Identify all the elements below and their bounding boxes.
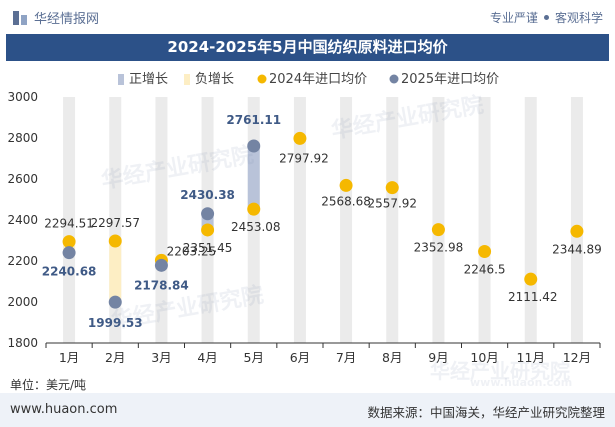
data-label-2024: 2453.08	[231, 220, 281, 234]
legend-label: 2025年进口均价	[401, 72, 499, 87]
data-label-2024: 2246.5	[464, 262, 506, 276]
y-tick-label: 2800	[7, 131, 38, 145]
change-bar	[109, 240, 122, 303]
data-label-2024: 2294.51	[44, 217, 94, 231]
y-tick-label: 2400	[7, 213, 38, 227]
column-band	[340, 97, 353, 343]
x-tick-label: 1月	[59, 350, 79, 365]
column-band	[386, 97, 399, 343]
data-label-2024: 2352.98	[414, 241, 464, 255]
column-band	[478, 97, 491, 343]
site-url: www.huaon.com	[10, 402, 118, 417]
x-tick-label: 8月	[382, 350, 402, 365]
legend-swatch-negative	[184, 74, 190, 85]
data-label-2024: 2797.92	[279, 151, 329, 165]
data-label-2024: 2344.89	[552, 242, 602, 256]
data-label-2024: 2351.45	[183, 241, 233, 255]
tagline: 专业严谨 客观科学	[490, 9, 603, 26]
data-label-2024: 2111.42	[508, 290, 558, 304]
point-2025	[247, 139, 261, 153]
x-tick-label: 5月	[244, 350, 264, 365]
watermark-url: www.huaon.com	[470, 376, 573, 389]
point-2024	[293, 131, 307, 145]
data-label-2025: 2178.84	[134, 278, 189, 292]
legend-label: 2024年进口均价	[269, 72, 367, 87]
tagline-right: 客观科学	[554, 11, 603, 25]
point-2024	[431, 223, 445, 237]
x-tick-label: 3月	[151, 350, 171, 365]
legend-swatch-2025	[389, 74, 399, 84]
column-band	[524, 97, 537, 343]
data-label-2024: 2568.68	[321, 194, 371, 208]
data-label-2025: 2240.68	[42, 265, 97, 279]
legend-swatch-positive	[118, 74, 124, 85]
legend-label: 正增长	[129, 72, 168, 87]
point-2025	[108, 295, 122, 309]
x-tick-label: 7月	[336, 350, 356, 365]
data-label-2024: 2557.92	[367, 197, 417, 211]
y-tick-label: 2200	[7, 254, 38, 268]
change-bar	[247, 145, 260, 210]
point-2024	[62, 235, 76, 249]
data-label-2025: 1999.53	[88, 316, 143, 330]
data-label-2025: 2430.38	[180, 188, 235, 202]
brand-name: 华经情报网	[34, 12, 100, 27]
x-tick-label: 10月	[470, 350, 498, 365]
column-band	[432, 97, 445, 343]
point-2024	[201, 223, 215, 237]
column-band	[293, 97, 306, 343]
tagline-left: 专业严谨	[489, 11, 538, 25]
point-2025	[62, 246, 76, 260]
top-bar: 华经情报网 专业严谨 客观科学	[0, 0, 615, 34]
x-tick-label: 11月	[517, 350, 545, 365]
brand-logo-icon	[12, 10, 28, 26]
legend-swatch-2024	[257, 74, 267, 84]
x-tick-label: 6月	[290, 350, 310, 365]
y-tick-label: 2600	[7, 172, 38, 186]
column-band	[570, 97, 583, 343]
y-tick-label: 2000	[7, 295, 38, 309]
point-2025	[154, 258, 168, 272]
y-tick-label: 1800	[7, 336, 38, 350]
brand: 华经情报网	[12, 8, 99, 27]
data-label-2024: 2297.57	[90, 216, 140, 230]
unit-label: 单位：美元/吨	[10, 378, 87, 392]
x-tick-label: 9月	[428, 350, 448, 365]
data-label-2024: 2203.25	[167, 244, 217, 258]
column-band	[63, 97, 76, 343]
point-2024	[524, 272, 538, 286]
bottom-bar: www.huaon.com 数据来源：中国海关，华经产业研究院整理	[0, 393, 615, 427]
point-2024	[478, 244, 492, 258]
point-2024	[385, 181, 399, 195]
data-source: 数据来源：中国海关，华经产业研究院整理	[367, 405, 605, 420]
legend-label: 负增长	[195, 72, 234, 87]
x-tick-label: 4月	[197, 350, 217, 365]
data-label-2025: 2761.11	[226, 113, 281, 127]
x-tick-label: 12月	[563, 350, 591, 365]
y-tick-label: 3000	[7, 90, 38, 104]
point-2024	[247, 202, 261, 216]
x-tick-label: 2月	[105, 350, 125, 365]
chart-title: 2024-2025年5月中国纺织原料进口均价	[6, 34, 609, 61]
point-2025	[201, 207, 215, 221]
separator-dot-icon	[543, 15, 549, 20]
point-2024	[108, 234, 122, 248]
point-2024	[570, 224, 584, 238]
chart-svg: 正增长 负增长 2024年进口均价 2025年进口均价 1800 2000 2200 2400…	[7, 72, 602, 365]
column-band	[155, 97, 168, 343]
point-2024	[339, 178, 353, 192]
